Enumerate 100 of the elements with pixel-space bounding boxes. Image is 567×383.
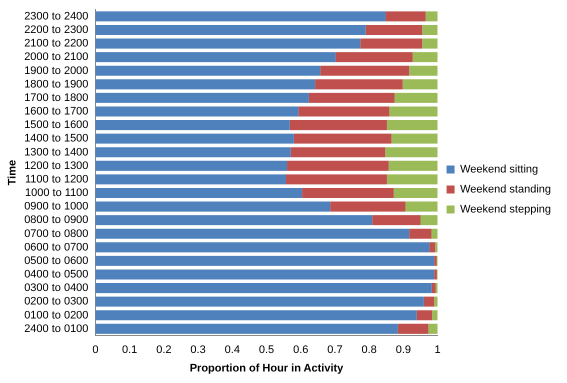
y-tick-label: 1800 to 1900 bbox=[24, 78, 88, 90]
bar bbox=[95, 215, 372, 226]
y-tick-label: 2200 to 2300 bbox=[24, 24, 88, 36]
x-tick-label: 0.5 bbox=[258, 344, 274, 356]
y-tick-label: 0100 to 0200 bbox=[24, 309, 88, 322]
bar bbox=[95, 174, 286, 184]
bar bbox=[95, 147, 291, 158]
bar bbox=[429, 242, 436, 252]
bar bbox=[95, 296, 424, 307]
y-tick-label: 1100 to 1200 bbox=[25, 173, 88, 186]
bar bbox=[315, 79, 403, 90]
bar bbox=[95, 324, 398, 334]
y-tick-label: 2000 to 2100 bbox=[24, 51, 88, 64]
y-tick-label: 0700 to 0800 bbox=[24, 228, 88, 240]
bar bbox=[287, 160, 389, 171]
y-tick-label: 0900 to 1000 bbox=[24, 200, 88, 213]
bar bbox=[405, 202, 438, 212]
bar bbox=[95, 66, 320, 76]
bar bbox=[394, 92, 438, 103]
bar bbox=[388, 160, 438, 171]
y-tick-label: 0500 to 0600 bbox=[24, 254, 88, 267]
bar bbox=[95, 242, 430, 252]
y-tick-label: 0800 to 0900 bbox=[24, 214, 88, 226]
bar bbox=[95, 38, 360, 49]
x-tick-label: 0.2 bbox=[156, 344, 172, 356]
x-axis-title: Proportion of Hour in Activity bbox=[190, 362, 344, 374]
y-tick-label: 0600 to 0700 bbox=[24, 241, 88, 254]
bar bbox=[290, 120, 387, 130]
bar bbox=[432, 310, 438, 320]
bar bbox=[336, 52, 413, 62]
x-tick-label: 0.9 bbox=[396, 344, 412, 356]
y-tick-label: 1600 to 1700 bbox=[24, 106, 88, 118]
x-tick-label: 0 bbox=[92, 344, 98, 356]
bar bbox=[320, 66, 410, 76]
bar bbox=[435, 242, 438, 252]
bar bbox=[294, 134, 392, 144]
bar bbox=[422, 24, 438, 35]
x-tick-label: 0.7 bbox=[327, 344, 343, 356]
bar bbox=[420, 215, 438, 226]
bar bbox=[431, 228, 438, 239]
y-tick-label: 0200 to 0300 bbox=[24, 296, 88, 308]
x-tick-label: 0.6 bbox=[293, 344, 308, 356]
bar bbox=[290, 147, 386, 158]
legend-label: Weekend standing bbox=[460, 184, 552, 196]
bar bbox=[95, 24, 366, 35]
y-tick-label: 2400 to 0100 bbox=[24, 322, 88, 335]
bar bbox=[95, 269, 434, 280]
bar bbox=[386, 174, 438, 184]
y-tick-label: 1300 to 1400 bbox=[24, 146, 88, 158]
bar bbox=[426, 11, 438, 22]
bar bbox=[424, 296, 434, 307]
x-tick-label: 0.3 bbox=[190, 344, 206, 356]
bar bbox=[372, 215, 420, 226]
bar bbox=[409, 66, 438, 76]
bar bbox=[95, 310, 417, 320]
bar bbox=[330, 202, 406, 212]
bar bbox=[416, 310, 432, 320]
y-tick-label: 1500 to 1600 bbox=[24, 119, 88, 132]
bar bbox=[434, 269, 437, 280]
bar bbox=[386, 120, 438, 130]
bar bbox=[95, 202, 330, 212]
y-tick-label: 2300 to 2400 bbox=[24, 10, 88, 22]
x-tick-label: 1 bbox=[434, 344, 441, 356]
bar bbox=[286, 174, 387, 184]
bar bbox=[389, 106, 438, 116]
bar bbox=[95, 120, 290, 130]
bar bbox=[394, 188, 438, 198]
bar bbox=[432, 283, 436, 294]
bar bbox=[308, 92, 394, 103]
bar bbox=[360, 38, 422, 49]
bar bbox=[95, 11, 386, 22]
legend-label: Weekend stepping bbox=[460, 204, 552, 216]
bar bbox=[95, 106, 298, 116]
legend-label: Weekend sitting bbox=[460, 164, 538, 176]
bar bbox=[366, 24, 422, 35]
bar bbox=[391, 134, 438, 144]
x-tick-label: 0.1 bbox=[122, 344, 138, 356]
bar bbox=[434, 256, 437, 266]
x-tick-label: 0.8 bbox=[362, 344, 377, 356]
bar bbox=[386, 11, 426, 22]
bar bbox=[409, 228, 432, 239]
y-axis-title: Time bbox=[6, 160, 19, 186]
bar bbox=[95, 134, 294, 144]
y-tick-label: 1000 to 1100 bbox=[25, 187, 88, 200]
y-tick-label: 0400 to 0500 bbox=[24, 268, 88, 281]
bar bbox=[402, 79, 438, 90]
bar bbox=[412, 52, 438, 62]
bar bbox=[95, 256, 434, 266]
bar bbox=[422, 38, 438, 49]
bar bbox=[95, 228, 410, 239]
y-tick-label: 1400 to 1500 bbox=[24, 132, 88, 145]
bar bbox=[385, 147, 438, 158]
bar bbox=[298, 106, 390, 116]
x-tick-label: 0.4 bbox=[224, 344, 240, 356]
bar bbox=[95, 283, 432, 294]
bar bbox=[95, 79, 316, 90]
bar bbox=[95, 188, 302, 198]
bar bbox=[95, 92, 309, 103]
bar bbox=[95, 160, 288, 171]
bar bbox=[428, 324, 438, 334]
